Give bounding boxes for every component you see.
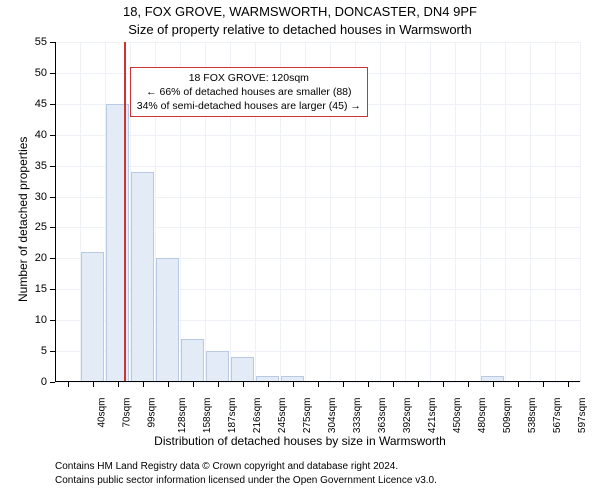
histogram-bar	[156, 258, 179, 382]
grid-vertical	[455, 42, 456, 382]
property-callout: 18 FOX GROVE: 120sqm← 66% of detached ho…	[130, 67, 368, 118]
x-tick-mark	[168, 382, 169, 387]
x-tick-label: 40sqm	[96, 398, 107, 428]
x-tick-label: 245sqm	[277, 398, 288, 434]
x-tick-mark	[443, 382, 444, 387]
y-tick-mark	[50, 227, 55, 228]
x-tick-mark	[193, 382, 194, 387]
grid-vertical	[555, 42, 556, 382]
y-tick-label: 20	[25, 252, 47, 264]
attribution-block: Contains HM Land Registry data © Crown c…	[55, 460, 437, 487]
grid-vertical	[405, 42, 406, 382]
y-tick-mark	[50, 166, 55, 167]
y-tick-label: 40	[25, 129, 47, 141]
attribution-line2: Contains public sector information licen…	[55, 474, 437, 488]
x-tick-label: 187sqm	[227, 398, 238, 434]
x-tick-label: 480sqm	[477, 398, 488, 434]
y-tick-mark	[50, 258, 55, 259]
x-tick-label: 158sqm	[202, 398, 213, 434]
histogram-bar	[181, 339, 204, 382]
grid-vertical	[380, 42, 381, 382]
x-tick-mark	[468, 382, 469, 387]
x-tick-label: 421sqm	[427, 398, 438, 434]
y-tick-label: 55	[25, 36, 47, 48]
x-tick-label: 99sqm	[146, 398, 157, 428]
y-tick-mark	[50, 320, 55, 321]
y-tick-label: 25	[25, 221, 47, 233]
x-tick-mark	[418, 382, 419, 387]
x-tick-label: 70sqm	[121, 398, 132, 428]
y-tick-label: 15	[25, 283, 47, 295]
y-tick-label: 35	[25, 160, 47, 172]
y-tick-mark	[50, 42, 55, 43]
x-tick-label: 275sqm	[302, 398, 313, 434]
x-tick-label: 538sqm	[527, 398, 538, 434]
grid-vertical	[480, 42, 481, 382]
x-tick-label: 567sqm	[552, 398, 563, 434]
property-marker-line	[124, 42, 126, 382]
x-tick-mark	[243, 382, 244, 387]
x-tick-mark	[518, 382, 519, 387]
x-tick-label: 392sqm	[402, 398, 413, 434]
x-tick-mark	[68, 382, 69, 387]
grid-vertical	[430, 42, 431, 382]
x-tick-mark	[393, 382, 394, 387]
x-tick-mark	[293, 382, 294, 387]
x-tick-mark	[118, 382, 119, 387]
callout-line3: 34% of semi-detached houses are larger (…	[137, 99, 361, 113]
grid-vertical	[580, 42, 581, 382]
grid-vertical	[530, 42, 531, 382]
y-tick-label: 5	[25, 345, 47, 357]
x-tick-mark	[368, 382, 369, 387]
x-tick-label: 216sqm	[252, 398, 263, 434]
x-tick-label: 333sqm	[352, 398, 363, 434]
y-tick-mark	[50, 73, 55, 74]
y-tick-label: 45	[25, 98, 47, 110]
x-tick-mark	[143, 382, 144, 387]
callout-line2: ← 66% of detached houses are smaller (88…	[137, 85, 361, 99]
y-tick-mark	[50, 197, 55, 198]
x-tick-label: 509sqm	[502, 398, 513, 434]
x-tick-mark	[218, 382, 219, 387]
x-tick-mark	[493, 382, 494, 387]
histogram-bar	[206, 351, 229, 382]
x-tick-mark	[268, 382, 269, 387]
x-tick-label: 128sqm	[177, 398, 188, 434]
histogram-bar	[131, 172, 154, 382]
attribution-line1: Contains HM Land Registry data © Crown c…	[55, 460, 437, 474]
callout-line1: 18 FOX GROVE: 120sqm	[137, 71, 361, 85]
y-tick-label: 30	[25, 191, 47, 203]
x-tick-mark	[318, 382, 319, 387]
y-tick-mark	[50, 351, 55, 352]
figure-title-line1: 18, FOX GROVE, WARMSWORTH, DONCASTER, DN…	[0, 4, 600, 19]
y-tick-mark	[50, 382, 55, 383]
grid-horizontal	[55, 166, 580, 167]
x-tick-label: 450sqm	[452, 398, 463, 434]
y-tick-label: 0	[25, 376, 47, 388]
figure-title-line2: Size of property relative to detached ho…	[0, 22, 600, 37]
x-tick-mark	[93, 382, 94, 387]
y-tick-mark	[50, 104, 55, 105]
x-axis-label: Distribution of detached houses by size …	[0, 434, 600, 448]
y-tick-label: 10	[25, 314, 47, 326]
histogram-bar	[81, 252, 104, 382]
x-tick-label: 363sqm	[377, 398, 388, 434]
y-axis-line	[55, 42, 56, 382]
y-tick-mark	[50, 289, 55, 290]
histogram-bar	[231, 357, 254, 382]
grid-horizontal	[55, 42, 580, 43]
y-tick-label: 50	[25, 67, 47, 79]
x-tick-mark	[543, 382, 544, 387]
x-tick-mark	[568, 382, 569, 387]
x-tick-mark	[343, 382, 344, 387]
grid-horizontal	[55, 135, 580, 136]
y-tick-mark	[50, 135, 55, 136]
figure-root: 18, FOX GROVE, WARMSWORTH, DONCASTER, DN…	[0, 0, 600, 500]
x-tick-label: 304sqm	[327, 398, 338, 434]
x-tick-label: 597sqm	[577, 398, 588, 434]
grid-vertical	[505, 42, 506, 382]
